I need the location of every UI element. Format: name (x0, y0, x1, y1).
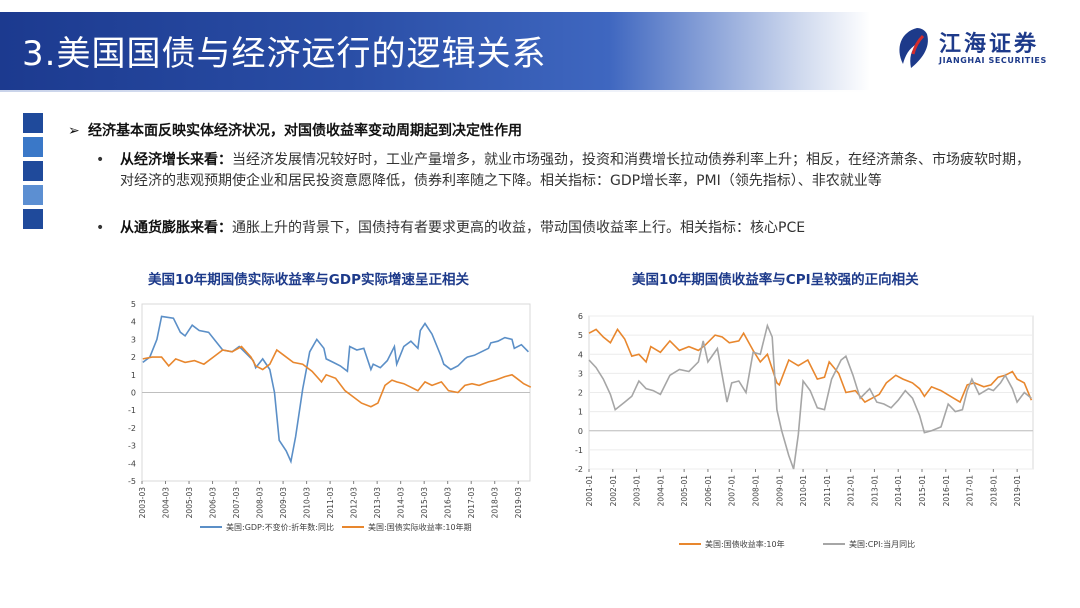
x-tick-label: 2016-03 (444, 487, 453, 519)
y-tick-label: 2 (578, 389, 583, 398)
x-tick-label: 2016-01 (942, 475, 951, 507)
x-tick-label: 2008-01 (752, 475, 761, 507)
y-tick-label: 5 (131, 300, 136, 309)
x-tick-label: 2008-03 (256, 487, 265, 519)
x-tick-label: 2003-01 (633, 475, 642, 507)
x-tick-label: 2012-01 (847, 475, 856, 507)
x-tick-label: 2004-01 (656, 475, 665, 507)
y-tick-label: 5 (578, 331, 583, 340)
x-tick-label: 2006-01 (704, 475, 713, 507)
decor-square (23, 137, 43, 157)
y-tick-label: 0 (131, 389, 136, 398)
x-tick-label: 2014-01 (894, 475, 903, 507)
chart-1-title: 美国10年期国债实际收益率与GDP实际增速呈正相关 (148, 272, 469, 288)
x-tick-label: 2002-01 (609, 475, 618, 507)
x-tick-label: 2001-01 (585, 475, 594, 507)
x-tick-label: 2019-03 (514, 487, 523, 519)
decor-square (23, 161, 43, 181)
x-tick-label: 2011-01 (823, 475, 832, 507)
x-tick-label: 2017-01 (966, 475, 975, 507)
sub-bullet-lead: 从经济增长来看： (120, 152, 232, 168)
x-tick-label: 2009-03 (279, 487, 288, 519)
x-tick-label: 2018-01 (989, 475, 998, 507)
y-tick-label: -2 (575, 465, 583, 474)
legend-label: 美国:国债实际收益率:10年期 (368, 522, 472, 532)
x-tick-label: 2017-03 (467, 487, 476, 519)
sub-bullet-growth: • 从经济增长来看：当经济发展情况较好时，工业产量增多，就业市场强劲，投资和消费… (96, 150, 1030, 214)
series-line-1 (588, 327, 1033, 404)
y-tick-label: -1 (128, 406, 136, 415)
x-tick-label: 2007-01 (728, 475, 737, 507)
x-tick-label: 2013-03 (373, 487, 382, 519)
y-tick-label: -3 (128, 442, 136, 451)
main-bullet: ➢ 经济基本面反映实体经济状况，对国债收益率变动周期起到决定性作用 (68, 120, 522, 140)
y-tick-label: 4 (578, 350, 583, 359)
series-line-2 (588, 323, 1032, 470)
logo-mark-icon (899, 28, 928, 68)
x-tick-label: 2007-03 (232, 487, 241, 519)
sub-bullet-lead: 从通货膨胀来看： (120, 220, 232, 236)
legend-label: 美国:国债收益率:10年 (705, 539, 785, 549)
x-tick-label: 2013-01 (870, 475, 879, 507)
chart-2-title: 美国10年期国债收益率与CPI呈较强的正向相关 (632, 272, 919, 288)
y-tick-label: 0 (578, 427, 583, 436)
x-tick-label: 2012-03 (350, 487, 359, 519)
decor-square (23, 209, 43, 229)
y-tick-label: 3 (131, 335, 136, 344)
x-tick-label: 2003-03 (138, 487, 147, 519)
decor-square (23, 113, 43, 133)
series-line-1 (142, 315, 529, 465)
y-tick-label: -4 (128, 459, 136, 468)
x-tick-label: 2006-03 (209, 487, 218, 519)
bullet-dot-icon: • (96, 152, 105, 168)
arrow-bullet-icon: ➢ (68, 123, 80, 139)
sub-bullet-text: 通胀上升的背景下，国债持有者要求更高的收益，带动国债收益率上行。相关指标：核心P… (232, 220, 806, 236)
y-tick-label: 2 (131, 353, 136, 362)
logo-english-name: JIANGHAI SECURITIES (939, 56, 1047, 65)
page-title: 3.美国国债与经济运行的逻辑关系 (22, 34, 547, 74)
series-line-2 (142, 345, 532, 408)
x-tick-label: 2015-03 (420, 487, 429, 519)
x-tick-label: 2004-03 (162, 487, 171, 519)
legend-label: 美国:GDP:不变价:折年数:同比 (226, 522, 334, 532)
y-tick-label: 1 (131, 371, 136, 380)
bullet-dot-icon: • (96, 220, 105, 236)
y-tick-label: -1 (575, 446, 583, 455)
decor-square (23, 185, 43, 205)
x-tick-label: 2018-03 (491, 487, 500, 519)
legend-label: 美国:CPI:当月同比 (849, 539, 915, 549)
y-tick-label: -5 (128, 477, 136, 486)
sub-bullet-inflation: • 从通货膨胀来看：通胀上升的背景下，国债持有者要求更高的收益，带动国债收益率上… (96, 218, 1026, 240)
x-tick-label: 2014-03 (397, 487, 406, 519)
logo-chinese-name: 江海证券 (939, 32, 1040, 57)
title-divider (0, 90, 870, 92)
title-banner: 3.美国国债与经济运行的逻辑关系 (0, 12, 870, 90)
company-logo: 江海证券 JIANGHAI SECURITIES (895, 26, 1065, 72)
x-tick-label: 2010-01 (799, 475, 808, 507)
y-tick-label: 1 (578, 408, 583, 417)
x-tick-label: 2005-03 (185, 487, 194, 519)
y-tick-label: -2 (128, 424, 136, 433)
x-tick-label: 2015-01 (918, 475, 927, 507)
y-tick-label: 3 (578, 369, 583, 378)
x-tick-label: 2019-01 (1013, 475, 1022, 507)
y-tick-label: 4 (131, 318, 136, 327)
main-bullet-text: 经济基本面反映实体经济状况，对国债收益率变动周期起到决定性作用 (88, 123, 522, 139)
x-tick-label: 2011-03 (326, 487, 335, 519)
sub-bullet-text: 当经济发展情况较好时，工业产量增多，就业市场强劲，投资和消费增长拉动债券利率上升… (120, 152, 1030, 189)
y-tick-label: 6 (578, 312, 583, 321)
x-tick-label: 2010-03 (303, 487, 312, 519)
x-tick-label: 2005-01 (680, 475, 689, 507)
x-tick-label: 2009-01 (775, 475, 784, 507)
